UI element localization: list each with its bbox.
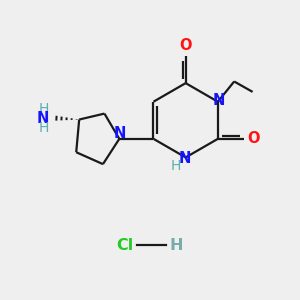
Text: H: H (38, 121, 49, 135)
Text: H: H (38, 102, 49, 116)
Text: N: N (179, 151, 191, 166)
Text: Cl: Cl (116, 238, 134, 253)
Text: H: H (171, 159, 181, 173)
Text: O: O (179, 38, 192, 53)
Text: O: O (248, 131, 260, 146)
Text: N: N (36, 111, 49, 126)
Text: H: H (169, 238, 183, 253)
Text: N: N (114, 126, 126, 141)
Text: N: N (213, 93, 225, 108)
